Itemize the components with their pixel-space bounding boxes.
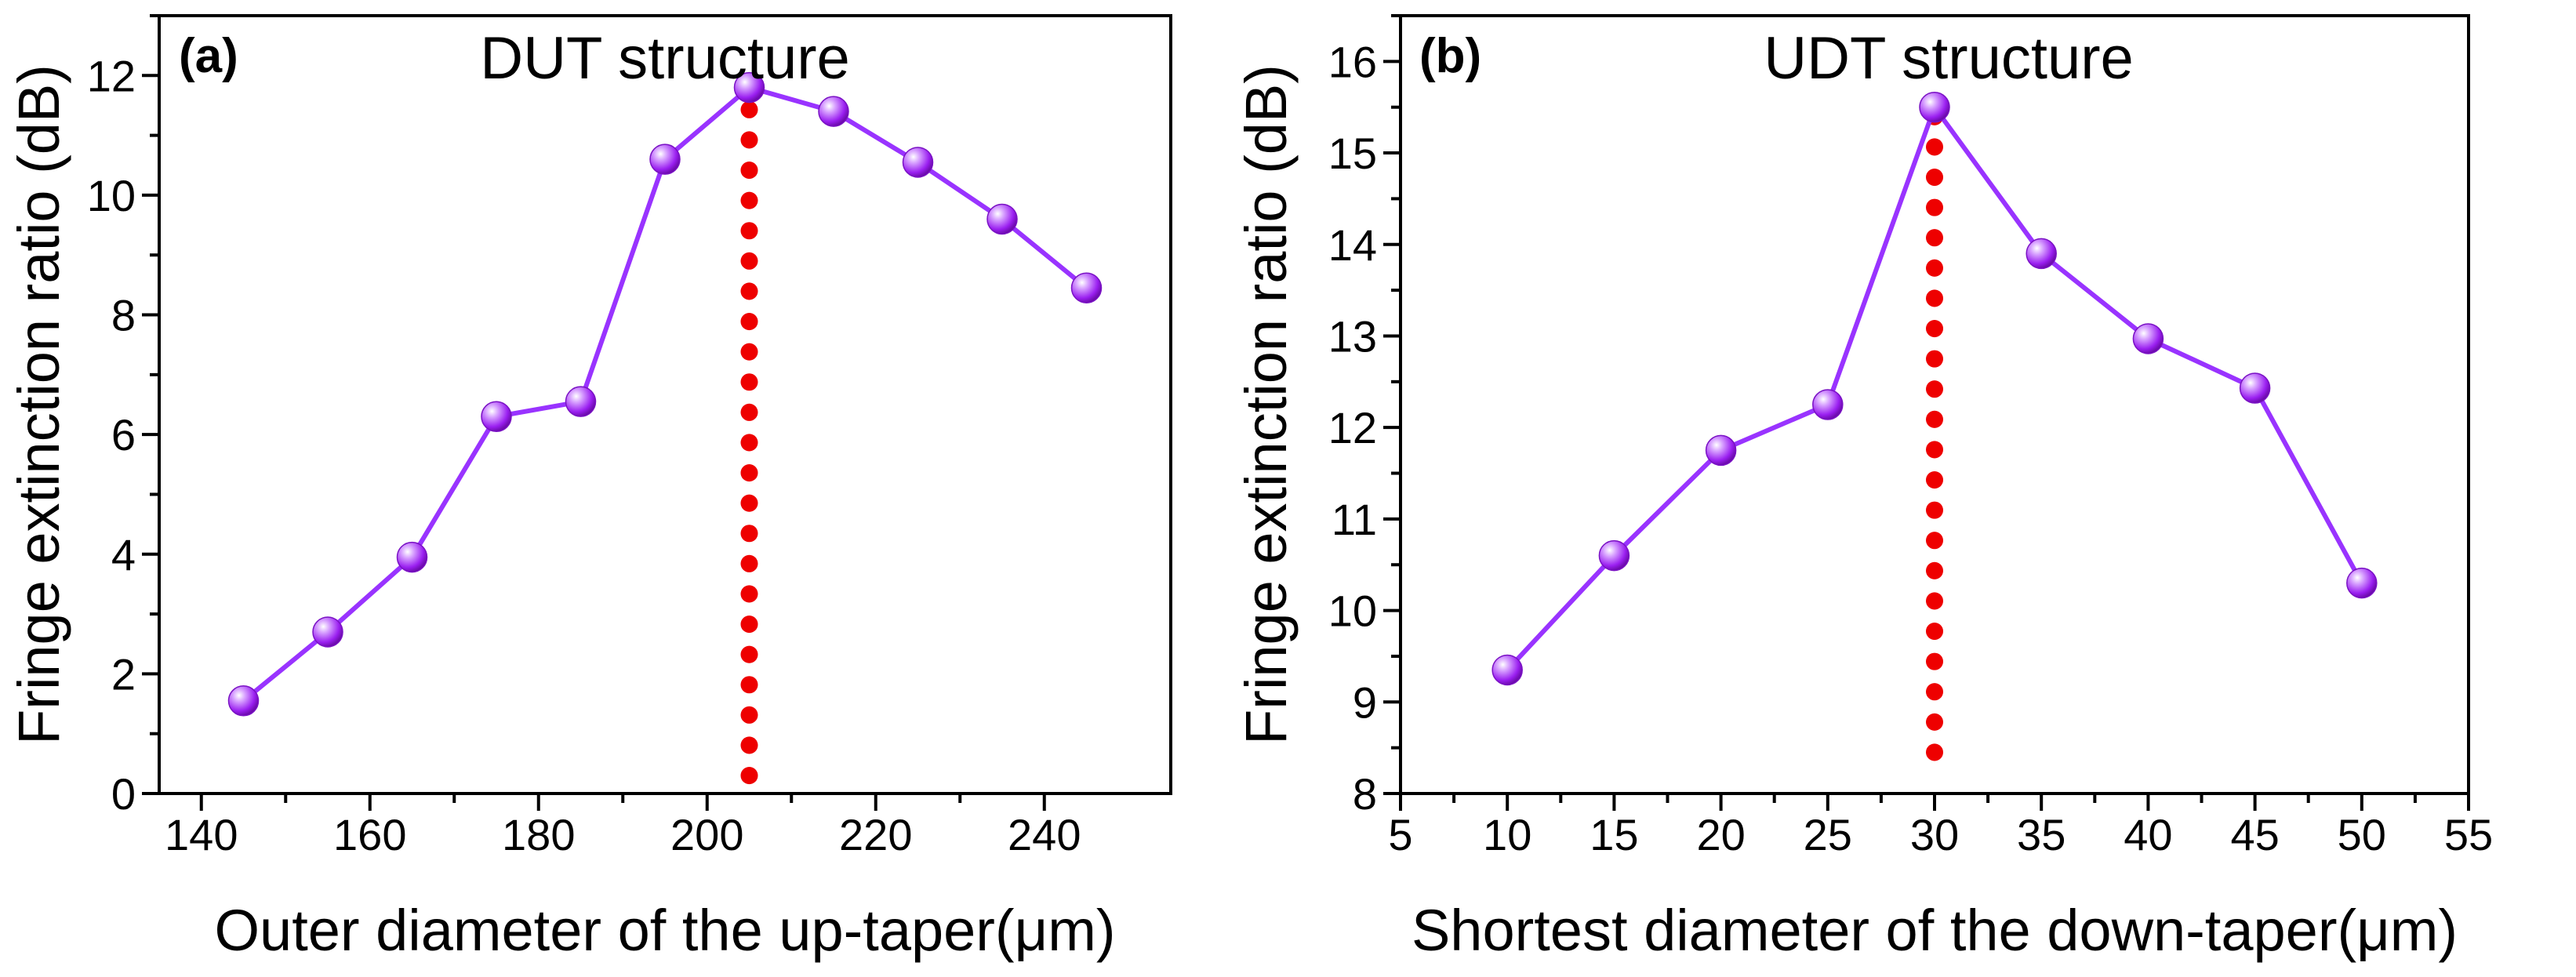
x-tick-label-b: 10 bbox=[1483, 810, 1531, 859]
data-point-a bbox=[396, 541, 428, 573]
y-tick-label-b: 16 bbox=[1328, 37, 1377, 86]
y-tick-label-a: 10 bbox=[87, 171, 136, 220]
data-point-b bbox=[1598, 539, 1630, 572]
data-point-b bbox=[1491, 654, 1523, 686]
y-tick-label-b: 13 bbox=[1328, 311, 1377, 361]
x-tick-label-a: 220 bbox=[839, 810, 912, 859]
data-point-a bbox=[481, 401, 512, 433]
y-tick-label-b: 8 bbox=[1353, 769, 1377, 819]
y-tick-label-a: 4 bbox=[111, 530, 136, 579]
panel-title-b: UDT structure bbox=[1764, 25, 2134, 92]
x-tick-label-b: 30 bbox=[1910, 810, 1959, 859]
data-point-a bbox=[902, 147, 934, 178]
panel-label-a: (a) bbox=[179, 29, 238, 83]
data-point-a bbox=[1070, 272, 1103, 303]
x-tick-label-b: 15 bbox=[1590, 810, 1638, 859]
data-point-a bbox=[818, 96, 849, 127]
x-tick-label-b: 40 bbox=[2124, 810, 2172, 859]
x-tick-label-a: 160 bbox=[333, 810, 406, 859]
x-axis-title-b: Shortest diameter of the down-taper(μm) bbox=[1412, 898, 2458, 963]
data-point-a bbox=[312, 616, 343, 648]
chart-panel-b: 5 10 15 20 25 30 35 40 45 50 55 8 9 10 11 12 13 14 15 16 (… bbox=[1234, 14, 2493, 963]
data-point-b bbox=[2132, 323, 2164, 354]
x-tick-label-b: 5 bbox=[1388, 810, 1412, 859]
data-point-b bbox=[2026, 238, 2057, 270]
y-tick-label-b: 12 bbox=[1328, 403, 1377, 452]
y-tick-label-b: 15 bbox=[1328, 129, 1377, 178]
y-tick-label-a: 0 bbox=[111, 769, 136, 819]
data-point-b bbox=[2346, 567, 2378, 599]
y-tick-label-b: 9 bbox=[1353, 677, 1377, 727]
x-tick-label-a: 140 bbox=[165, 810, 238, 859]
plot-frame-b bbox=[1399, 14, 2470, 795]
x-tick-label-b: 55 bbox=[2444, 810, 2493, 859]
chart-panel-a: 140 160 180 200 220 240 0 2 4 6 8 10 12 (a) DUT str… bbox=[6, 14, 1172, 963]
x-tick-label-a: 240 bbox=[1008, 810, 1081, 859]
data-point-b bbox=[1705, 434, 1737, 467]
data-point-b bbox=[2239, 372, 2271, 404]
x-tick-label-a: 180 bbox=[502, 810, 575, 859]
plot-frame-a bbox=[158, 14, 1172, 795]
x-tick-label-b: 20 bbox=[1696, 810, 1745, 859]
panel-title-a: DUT structure bbox=[480, 25, 850, 92]
y-tick-label-a: 2 bbox=[111, 649, 136, 699]
y-tick-label-a: 6 bbox=[111, 410, 136, 459]
data-point-a bbox=[733, 71, 765, 104]
x-tick-label-b: 45 bbox=[2230, 810, 2279, 859]
y-tick-label-b: 14 bbox=[1328, 220, 1377, 270]
x-tick-label-b: 25 bbox=[1804, 810, 1852, 859]
data-point-b bbox=[1812, 389, 1844, 420]
data-point-a bbox=[227, 685, 260, 717]
y-tick-label-a: 12 bbox=[87, 51, 136, 100]
y-tick-label-a: 8 bbox=[111, 291, 136, 340]
x-axis-title-a: Outer diameter of the up-taper(μm) bbox=[215, 898, 1116, 963]
data-point-a bbox=[649, 143, 681, 175]
y-axis-title-b: Fringe extinction ratio (dB) bbox=[1234, 64, 1299, 745]
y-tick-label-b: 11 bbox=[1332, 495, 1377, 544]
data-point-a bbox=[986, 203, 1018, 235]
data-point-a bbox=[565, 386, 597, 417]
series-line-a bbox=[242, 85, 1088, 703]
x-tick-label-a: 200 bbox=[670, 810, 743, 859]
data-point-b bbox=[1919, 91, 1950, 123]
y-axis-title-a: Fringe extinction ratio (dB) bbox=[6, 64, 71, 745]
y-tick-label-b: 10 bbox=[1328, 587, 1377, 636]
x-tick-label-b: 35 bbox=[2017, 810, 2066, 859]
x-tick-label-b: 50 bbox=[2338, 810, 2386, 859]
panel-label-b: (b) bbox=[1419, 29, 1481, 83]
